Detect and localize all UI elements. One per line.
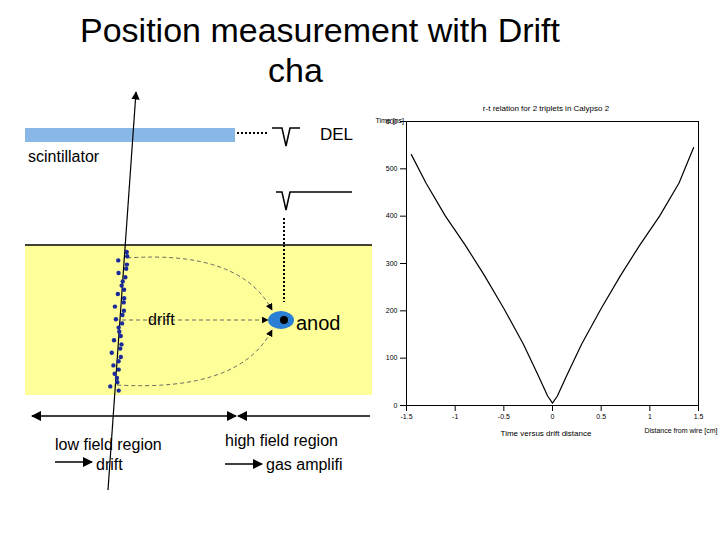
html-text:Time versus drift distance: Time versus drift distance [500,429,592,438]
svg-text:1.5: 1.5 [694,413,704,420]
svg-text:0.5: 0.5 [596,413,606,420]
svg-text:500: 500 [386,165,398,172]
svg-text:low field region: low field region [55,436,162,453]
svg-text:200: 200 [386,307,398,314]
svg-text:anod: anod [296,312,341,334]
svg-text:cha: cha [268,51,323,89]
svg-text:high field region: high field region [225,432,338,449]
svg-text:0: 0 [551,413,555,420]
svg-text:0: 0 [394,402,398,409]
svg-text:400: 400 [386,212,398,219]
svg-text:300: 300 [386,260,398,267]
svg-text:-1.5: -1.5 [400,413,412,420]
svg-text:gas amplifi: gas amplifi [266,456,342,473]
svg-text:scintillator: scintillator [28,148,100,165]
svg-text:-0.5: -0.5 [498,413,510,420]
svg-text:DEL: DEL [320,125,353,144]
svg-text:Time [ns]: Time [ns] [376,117,405,125]
svg-text:Distance from wire [cm]: Distance from wire [cm] [644,427,717,435]
svg-text:100: 100 [386,354,398,361]
svg-text:drift: drift [96,456,123,473]
html-text:r-t relation for 2 triplets in: r-t relation for 2 triplets in Calypso 2 [482,104,610,113]
svg-text:Position measurement with Drif: Position measurement with Drift [80,11,561,49]
svg-text:-1: -1 [452,413,458,420]
svg-text:drift: drift [148,311,175,328]
svg-text:1: 1 [648,413,652,420]
